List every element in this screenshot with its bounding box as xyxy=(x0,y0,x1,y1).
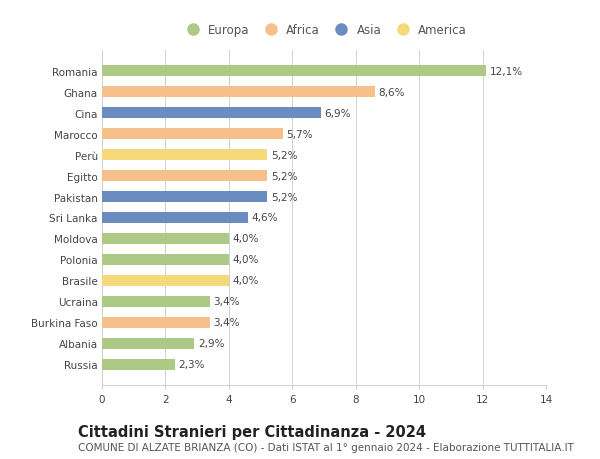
Text: 3,4%: 3,4% xyxy=(214,297,240,307)
Text: 2,9%: 2,9% xyxy=(198,339,224,349)
Text: 4,6%: 4,6% xyxy=(251,213,278,223)
Bar xyxy=(102,254,229,266)
Bar xyxy=(102,275,229,286)
Text: 12,1%: 12,1% xyxy=(490,67,523,77)
Text: 5,2%: 5,2% xyxy=(271,192,297,202)
Text: 4,0%: 4,0% xyxy=(233,234,259,244)
Text: Cittadini Stranieri per Cittadinanza - 2024: Cittadini Stranieri per Cittadinanza - 2… xyxy=(78,425,426,440)
Text: 5,2%: 5,2% xyxy=(271,150,297,160)
Bar xyxy=(102,338,194,349)
Bar xyxy=(102,359,175,370)
Bar xyxy=(102,66,486,77)
Text: 4,0%: 4,0% xyxy=(233,255,259,265)
Bar xyxy=(102,87,375,98)
Text: 8,6%: 8,6% xyxy=(379,87,405,97)
Bar xyxy=(102,107,321,119)
Bar xyxy=(102,191,267,203)
Legend: Europa, Africa, Asia, America: Europa, Africa, Asia, America xyxy=(176,20,472,42)
Bar xyxy=(102,212,248,224)
Bar xyxy=(102,170,267,182)
Bar xyxy=(102,296,210,308)
Bar xyxy=(102,233,229,245)
Text: 5,2%: 5,2% xyxy=(271,171,297,181)
Bar xyxy=(102,129,283,140)
Bar xyxy=(102,317,210,329)
Text: 4,0%: 4,0% xyxy=(233,276,259,286)
Text: COMUNE DI ALZATE BRIANZA (CO) - Dati ISTAT al 1° gennaio 2024 - Elaborazione TUT: COMUNE DI ALZATE BRIANZA (CO) - Dati IST… xyxy=(78,442,574,452)
Bar xyxy=(102,150,267,161)
Text: 5,7%: 5,7% xyxy=(287,129,313,139)
Text: 3,4%: 3,4% xyxy=(214,318,240,328)
Text: 2,3%: 2,3% xyxy=(179,359,205,369)
Text: 6,9%: 6,9% xyxy=(325,108,351,118)
